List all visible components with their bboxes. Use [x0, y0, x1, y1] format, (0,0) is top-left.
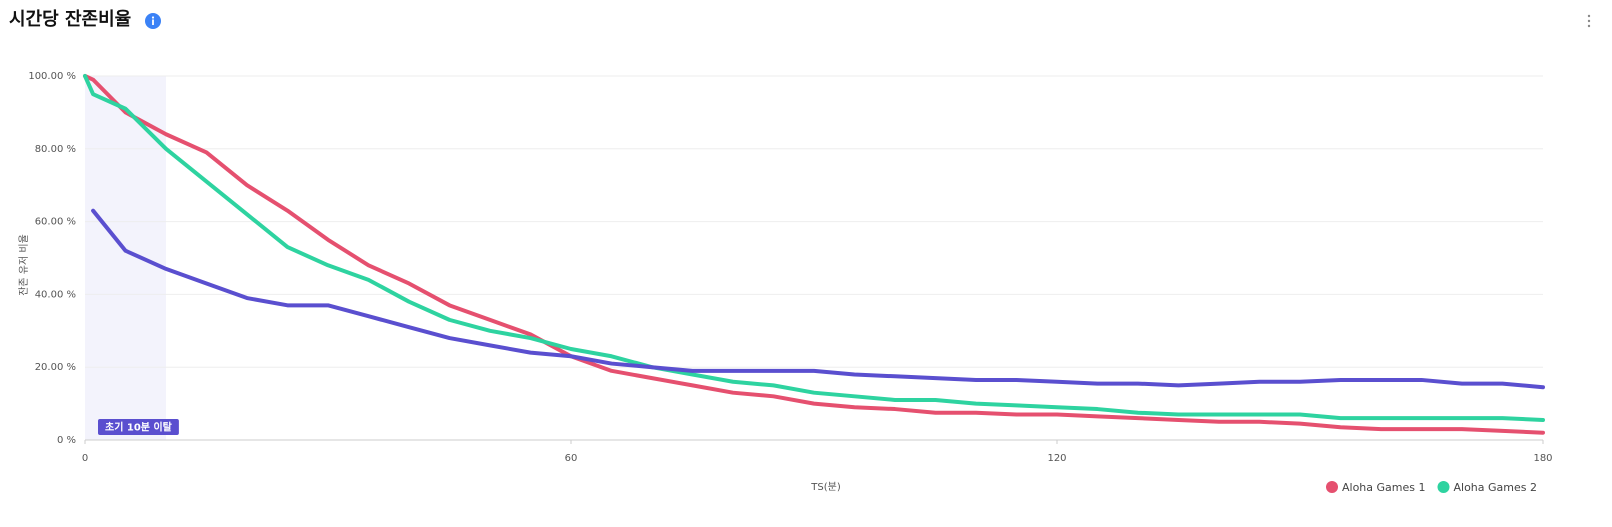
annotation-bg [98, 419, 179, 435]
y-tick-label: 80.00 % [35, 144, 76, 155]
y-tick-label: 60.00 % [35, 217, 76, 228]
menu-dot [1587, 19, 1591, 23]
x-tick-label: 60 [565, 453, 578, 464]
x-axis-label: TS(분) [810, 481, 841, 493]
y-axis-label: 잔존 유저 비율 [18, 234, 30, 296]
chart-title: 시간당 잔존비율 [9, 9, 131, 30]
menu-dot [1587, 14, 1591, 18]
annotation: 초기 10분 이탈 [98, 419, 179, 435]
legend-label: Aloha Games 1 [1342, 481, 1426, 494]
legend-item: Aloha Games 1 [1326, 481, 1426, 494]
info-icon-bar [152, 19, 154, 25]
menu-icon[interactable] [1587, 14, 1591, 28]
y-tick-label: 100.00 % [28, 71, 76, 82]
series-line [83, 74, 1545, 422]
legend-swatch [1437, 481, 1450, 493]
series-line [91, 208, 1545, 390]
info-icon-dot [151, 16, 155, 19]
y-tick-label: 20.00 % [35, 362, 76, 373]
shaded-region [85, 76, 166, 440]
y-tick-label: 40.00 % [35, 289, 76, 300]
series-line [83, 74, 1545, 435]
y-tick-label: 0 % [57, 435, 76, 446]
menu-dot [1587, 24, 1591, 28]
x-tick-label: 0 [82, 453, 88, 464]
legend-label: Aloha Games 2 [1454, 481, 1538, 494]
info-icon[interactable] [145, 13, 161, 29]
x-tick-label: 180 [1533, 453, 1552, 464]
legend-swatch [1326, 481, 1338, 493]
x-tick-label: 120 [1047, 453, 1066, 464]
legend-item: Aloha Games 2 [1437, 481, 1538, 494]
annotation-label: 초기 10분 이탈 [105, 421, 173, 434]
